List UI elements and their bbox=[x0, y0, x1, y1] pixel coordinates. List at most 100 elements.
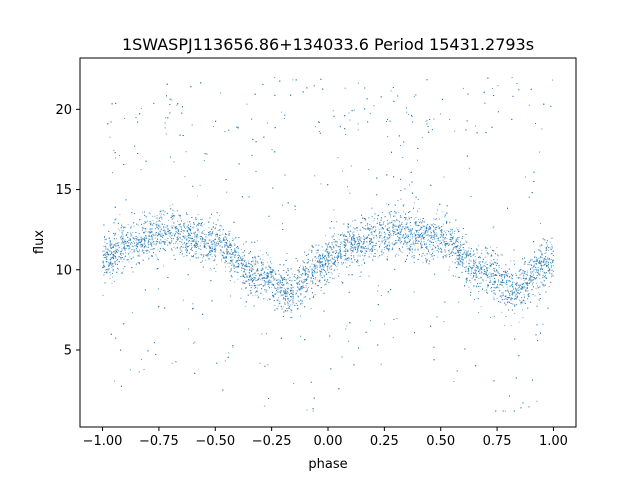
data-point bbox=[292, 79, 294, 81]
data-point bbox=[425, 259, 427, 261]
data-point bbox=[488, 267, 490, 269]
data-point bbox=[282, 223, 284, 225]
data-point bbox=[265, 333, 267, 335]
data-point bbox=[395, 253, 397, 255]
data-point bbox=[123, 268, 124, 270]
data-point bbox=[183, 236, 185, 238]
data-point bbox=[456, 261, 458, 263]
data-point bbox=[170, 236, 172, 238]
data-point bbox=[219, 238, 221, 240]
data-point bbox=[103, 264, 105, 266]
data-point bbox=[369, 249, 371, 251]
data-point bbox=[121, 272, 123, 274]
data-point bbox=[487, 286, 489, 288]
data-point bbox=[539, 260, 541, 262]
data-point bbox=[520, 273, 522, 275]
data-point bbox=[357, 245, 359, 247]
data-point bbox=[319, 259, 320, 261]
data-point bbox=[517, 287, 519, 289]
data-point bbox=[302, 283, 304, 285]
data-point bbox=[490, 280, 492, 281]
data-point bbox=[458, 260, 460, 262]
data-point bbox=[533, 252, 535, 254]
data-point bbox=[117, 242, 119, 244]
data-point bbox=[517, 290, 519, 291]
data-point bbox=[133, 250, 135, 252]
data-point bbox=[215, 271, 217, 272]
data-point bbox=[278, 278, 280, 280]
data-point bbox=[277, 305, 279, 307]
data-point bbox=[332, 264, 334, 265]
data-point bbox=[390, 222, 392, 224]
data-point bbox=[338, 233, 339, 235]
data-point bbox=[337, 269, 339, 271]
data-point bbox=[504, 283, 506, 285]
data-point bbox=[278, 291, 280, 293]
data-point bbox=[358, 240, 359, 242]
data-point bbox=[520, 283, 522, 285]
data-point bbox=[307, 283, 309, 285]
data-point bbox=[176, 238, 178, 240]
data-point bbox=[125, 252, 126, 254]
data-point bbox=[211, 256, 213, 258]
data-point bbox=[111, 267, 113, 269]
data-point bbox=[445, 246, 447, 248]
data-point bbox=[465, 269, 467, 271]
data-point bbox=[369, 239, 371, 241]
data-point bbox=[386, 121, 387, 122]
data-point bbox=[485, 250, 487, 251]
data-point bbox=[377, 215, 379, 217]
data-point bbox=[283, 284, 285, 286]
data-point bbox=[410, 256, 412, 258]
data-point bbox=[505, 316, 507, 317]
data-point bbox=[376, 235, 378, 237]
data-point bbox=[132, 312, 133, 314]
data-point bbox=[507, 273, 509, 275]
data-point bbox=[523, 294, 525, 296]
data-point bbox=[171, 99, 173, 101]
data-point bbox=[320, 261, 322, 263]
data-point bbox=[331, 257, 333, 259]
data-point bbox=[142, 249, 143, 251]
data-point bbox=[413, 240, 415, 242]
data-point bbox=[380, 225, 382, 227]
data-point bbox=[203, 254, 205, 256]
data-point bbox=[184, 228, 186, 229]
data-point bbox=[271, 283, 273, 285]
data-point bbox=[418, 240, 419, 242]
data-point bbox=[204, 254, 206, 256]
data-point bbox=[430, 237, 432, 239]
data-point bbox=[531, 280, 533, 281]
data-point bbox=[304, 274, 306, 276]
data-point bbox=[451, 232, 453, 234]
data-point bbox=[183, 223, 185, 225]
data-point bbox=[432, 239, 434, 240]
data-point bbox=[406, 245, 408, 247]
data-point bbox=[121, 225, 123, 227]
data-point bbox=[380, 295, 382, 297]
data-point bbox=[257, 273, 259, 275]
data-point bbox=[529, 260, 531, 262]
data-point bbox=[424, 228, 426, 230]
data-point bbox=[525, 289, 527, 291]
data-point bbox=[413, 243, 415, 244]
data-point bbox=[274, 287, 276, 289]
data-point bbox=[398, 211, 400, 213]
data-point bbox=[259, 250, 261, 252]
data-point bbox=[249, 274, 251, 276]
data-point bbox=[143, 369, 145, 370]
data-point bbox=[459, 245, 461, 247]
data-point bbox=[305, 287, 307, 289]
data-point bbox=[235, 249, 237, 251]
data-point bbox=[443, 230, 445, 232]
data-point bbox=[495, 271, 497, 273]
data-point bbox=[488, 276, 490, 278]
data-point bbox=[485, 265, 487, 267]
data-point bbox=[501, 273, 503, 275]
data-point bbox=[176, 240, 178, 242]
data-point bbox=[278, 299, 280, 301]
data-point bbox=[248, 268, 250, 270]
data-point bbox=[186, 236, 188, 238]
data-point bbox=[481, 282, 482, 284]
data-point bbox=[539, 251, 541, 252]
